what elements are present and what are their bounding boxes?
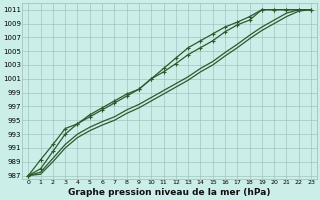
X-axis label: Graphe pression niveau de la mer (hPa): Graphe pression niveau de la mer (hPa) xyxy=(68,188,271,197)
